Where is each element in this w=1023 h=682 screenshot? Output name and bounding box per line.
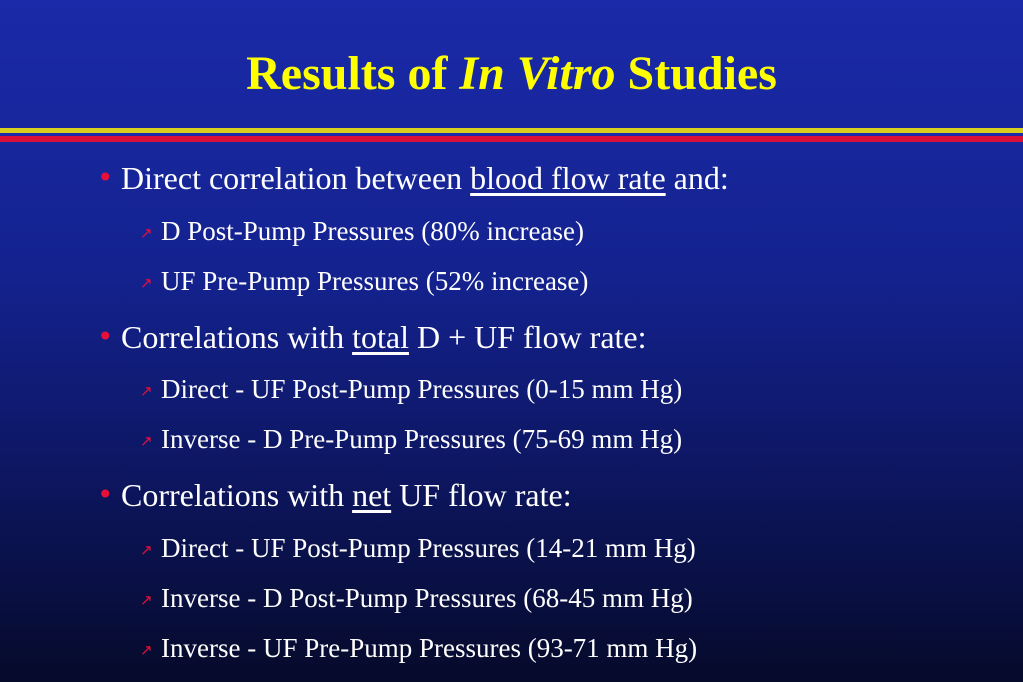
- bullet-text: and:: [665, 160, 729, 196]
- bullet-dot-icon: •: [97, 161, 114, 194]
- sub-bullet-text: Direct - UF Post-Pump Pressures (0-15 mm…: [161, 374, 683, 404]
- sub-bullet-item: ↗ Inverse - UF Pre-Pump Pressures (93-71 …: [140, 631, 697, 667]
- bullet-dot-icon: •: [97, 478, 114, 511]
- sub-bullet-item: ↗ UF Pre-Pump Pressures (52% increase): [140, 264, 588, 300]
- sub-bullet-item: ↗ Direct - UF Post-Pump Pressures (0-15 m…: [140, 372, 682, 408]
- bullet-item: • Correlations with total D + UF flow rat…: [97, 317, 647, 357]
- sub-bullet-text: UF Pre-Pump Pressures (52% increase): [161, 266, 589, 296]
- bullet-dot-icon: •: [97, 320, 114, 353]
- arrow-up-right-icon: ↗: [140, 641, 153, 659]
- title-divider: [0, 128, 1023, 142]
- title-part2: Studies: [615, 47, 777, 100]
- bullet-item: • Direct correlation between blood flow r…: [97, 158, 729, 198]
- arrow-up-right-icon: ↗: [140, 274, 153, 292]
- arrow-up-right-icon: ↗: [140, 591, 153, 609]
- title-italic: In Vitro: [459, 47, 616, 100]
- bullet-underlined-text: net: [352, 477, 392, 513]
- arrow-up-right-icon: ↗: [140, 382, 153, 400]
- bullet-underlined-text: total: [352, 319, 409, 355]
- bullet-text: Direct correlation between: [121, 160, 471, 196]
- arrow-up-right-icon: ↗: [140, 432, 153, 450]
- arrow-up-right-icon: ↗: [140, 541, 153, 559]
- sub-bullet-text: Inverse - UF Pre-Pump Pressures (93-71 m…: [161, 633, 698, 663]
- sub-bullet-item: ↗ Inverse - D Post-Pump Pressures (68-45 …: [140, 581, 693, 617]
- sub-bullet-text: Inverse - D Post-Pump Pressures (68-45 m…: [161, 583, 693, 613]
- bullet-underlined-text: blood flow rate: [470, 160, 666, 196]
- divider-yellow-line: [0, 128, 1023, 133]
- title-part1: Results of: [246, 47, 460, 100]
- sub-bullet-text: Inverse - D Pre-Pump Pressures (75-69 mm…: [161, 424, 683, 454]
- bullet-text: UF flow rate:: [391, 477, 572, 513]
- sub-bullet-item: ↗ Inverse - D Pre-Pump Pressures (75-69 m…: [140, 422, 682, 458]
- slide-title: Results of In Vitro Studies: [0, 46, 1023, 102]
- bullet-text: D + UF flow rate:: [408, 319, 647, 355]
- divider-red-line: [0, 136, 1023, 142]
- sub-bullet-text: Direct - UF Post-Pump Pressures (14-21 m…: [161, 533, 696, 563]
- sub-bullet-item: ↗ D Post-Pump Pressures (80% increase): [140, 214, 584, 250]
- bullet-text: Correlations with: [121, 319, 353, 355]
- arrow-up-right-icon: ↗: [140, 224, 153, 242]
- sub-bullet-text: D Post-Pump Pressures (80% increase): [161, 216, 584, 246]
- bullet-text: Correlations with: [121, 477, 353, 513]
- sub-bullet-item: ↗ Direct - UF Post-Pump Pressures (14-21 …: [140, 531, 696, 567]
- bullet-item: • Correlations with net UF flow rate:: [97, 475, 572, 515]
- divider-gap: [0, 133, 1023, 136]
